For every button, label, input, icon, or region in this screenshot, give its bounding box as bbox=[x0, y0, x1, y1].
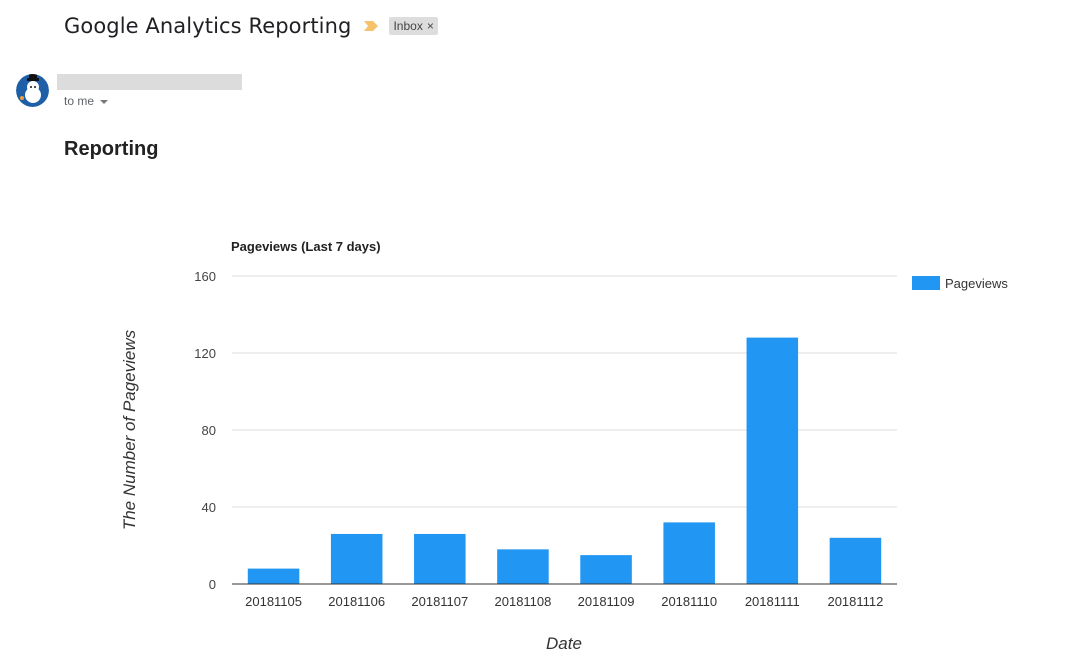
y-tick-label: 160 bbox=[194, 269, 216, 284]
recipient-text: to me bbox=[64, 94, 95, 108]
x-tick-label: 20181110 bbox=[661, 594, 717, 609]
importance-marker-icon[interactable] bbox=[363, 19, 379, 33]
x-tick-label: 20181109 bbox=[578, 594, 635, 609]
avatar[interactable] bbox=[16, 74, 49, 107]
y-axis-title: The Number of Pageviews bbox=[120, 329, 139, 530]
x-tick-label: 20181106 bbox=[328, 594, 385, 609]
bar bbox=[746, 337, 799, 584]
legend-swatch bbox=[912, 276, 940, 290]
report-heading: Reporting bbox=[64, 138, 159, 160]
y-tick-label: 120 bbox=[194, 346, 216, 361]
inbox-label-chip: Inbox × bbox=[389, 17, 438, 35]
bar bbox=[663, 522, 715, 584]
bar bbox=[580, 555, 632, 584]
snowman-avatar-icon bbox=[16, 74, 49, 107]
bar bbox=[497, 549, 549, 584]
recipient-details-toggle[interactable]: to me bbox=[64, 94, 109, 108]
bar bbox=[330, 533, 383, 584]
email-subject: Google Analytics Reporting bbox=[64, 14, 352, 38]
x-tick-label: 20181105 bbox=[245, 594, 302, 609]
bar bbox=[247, 568, 300, 584]
chart-title: Pageviews (Last 7 days) bbox=[231, 239, 381, 254]
y-tick-label: 40 bbox=[202, 500, 216, 515]
bar bbox=[414, 533, 466, 584]
inbox-label-text: Inbox bbox=[393, 19, 423, 33]
close-icon[interactable]: × bbox=[426, 19, 434, 33]
x-tick-label: 20181111 bbox=[745, 594, 800, 609]
bar bbox=[829, 537, 882, 584]
chevron-down-icon bbox=[100, 99, 109, 104]
y-tick-label: 0 bbox=[209, 577, 216, 592]
y-tick-label: 80 bbox=[202, 423, 216, 438]
x-tick-label: 20181108 bbox=[495, 594, 552, 609]
x-tick-label: 20181107 bbox=[411, 594, 468, 609]
x-tick-label: 20181112 bbox=[827, 594, 883, 609]
email-subject-row: Google Analytics Reporting Inbox × bbox=[64, 14, 438, 38]
sender-name-redacted bbox=[57, 74, 242, 90]
x-axis-title: Date bbox=[546, 634, 582, 653]
legend-label: Pageviews bbox=[945, 276, 1008, 291]
